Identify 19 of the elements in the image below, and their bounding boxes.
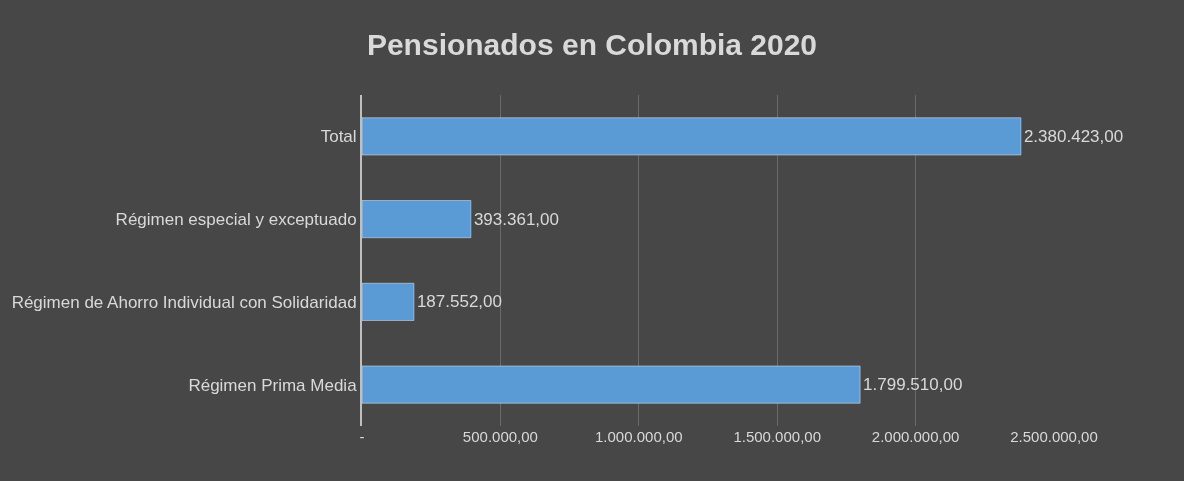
data-label: 1.799.510,00 [863, 375, 963, 395]
data-label: 187.552,00 [416, 292, 502, 312]
x-tick-label: - [359, 428, 365, 445]
y-tick-label: Total [320, 127, 357, 147]
data-label: 393.361,00 [473, 209, 559, 229]
x-tick-label: 2.500.000,00 [1010, 428, 1098, 445]
x-tick-label: 500.000,00 [462, 428, 538, 445]
y-tick-label: Régimen de Ahorro Individual con Solidaridad [11, 292, 357, 312]
x-tick-label: 1.500.000,00 [733, 428, 821, 445]
y-tick-label: Régimen Prima Media [188, 375, 358, 395]
x-tick-label: 2.000.000,00 [871, 428, 960, 445]
bar [362, 117, 1022, 156]
bar [362, 283, 415, 321]
y-tick-label: Régimen especial y exceptuado [115, 210, 357, 230]
data-label: 2.380.423,00 [1023, 126, 1124, 146]
x-tick-label: 1.000.000,00 [595, 428, 683, 445]
bar [362, 365, 861, 404]
bar [362, 200, 472, 238]
chart-title: Pensionados en Colombia 2020 [366, 27, 818, 61]
